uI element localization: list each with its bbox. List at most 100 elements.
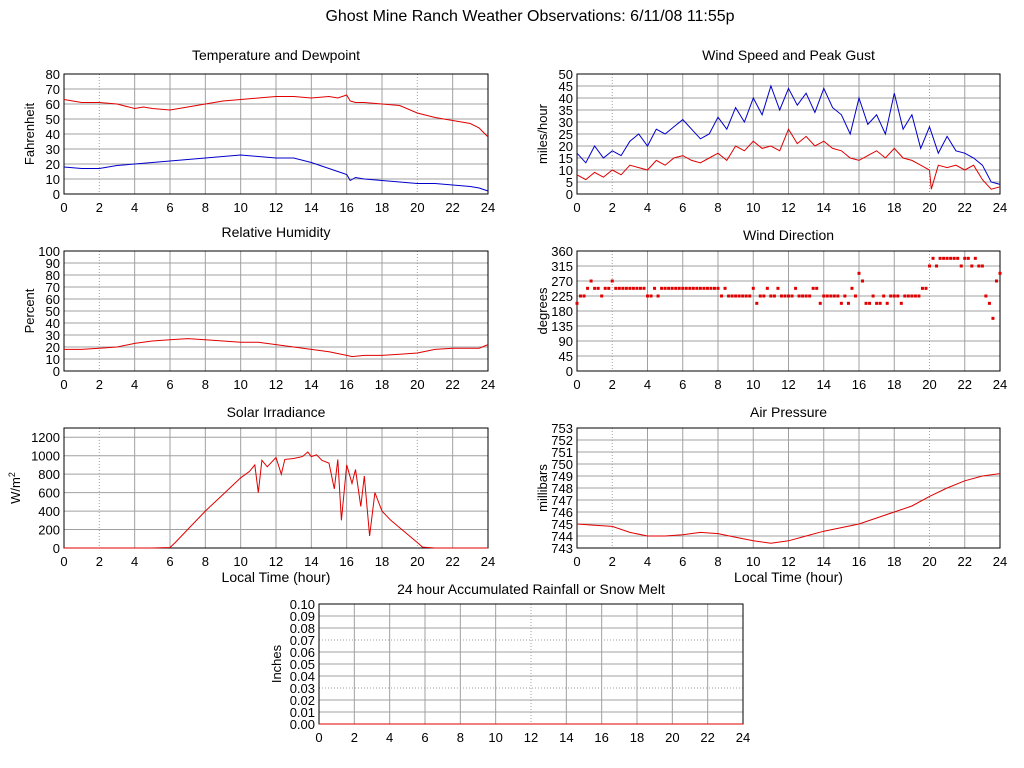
temp-ytick-label: 20 [46,157,60,172]
pressure-xtick-label: 22 [958,554,972,569]
rain-ytick-label: 0.00 [290,717,315,732]
solar-ytick-label: 800 [38,467,60,482]
temp-xtick-label: 2 [96,200,103,215]
winddir-point [966,256,970,260]
solar-xtick-label: 14 [304,554,318,569]
winddir-point [582,294,586,298]
winddir-point [811,286,815,290]
humidity-xtick-label: 8 [202,377,209,392]
rain-ytick-label: 0.04 [290,669,315,684]
winddir-point [797,294,801,298]
winddir-xtick-label: 24 [993,377,1007,392]
winddir-point [628,286,632,290]
winddir-point [646,294,649,298]
solar-chart: 0 2 4 6 8 10 12 14 16 18 20 22 240200400600800100012… [7,404,495,585]
solar-xtick-label: 0 [60,554,67,569]
winddir-point [843,294,847,298]
winddir-point [674,286,678,290]
wind-ytick-label: 0 [566,187,573,202]
wind-title: Wind Speed and Peak Gust [702,47,875,63]
humidity-xtick-label: 16 [339,377,353,392]
winddir-point [677,286,681,290]
pressure-xtick-label: 4 [644,554,651,569]
winddir-point [684,286,688,290]
humidity-ytick-label: 0 [53,364,60,379]
humidity-ytick-label: 40 [46,316,60,331]
winddir-point [920,286,924,290]
winddir-point [949,256,953,260]
winddir-point [977,264,981,268]
solar-xtick-label: 6 [166,554,173,569]
winddir-point [631,286,635,290]
winddir-point [772,294,776,298]
winddir-point [959,264,963,268]
humidity-ytick-label: 80 [46,268,60,283]
wind-ytick-label: 35 [559,103,573,118]
winddir-point [787,294,790,298]
rain-xtick-label: 14 [559,730,573,745]
winddir-point [829,294,833,298]
winddir-point [892,294,896,298]
rain-ytick-label: 0.07 [290,633,315,648]
winddir-xtick-label: 4 [644,377,651,392]
winddir-point [910,294,914,298]
solar-frame [63,427,489,549]
winddir-point [716,286,720,290]
temp-frame [63,73,489,195]
winddir-ytick-label: 270 [551,274,573,289]
winddir-point [720,294,724,298]
winddir-point [942,256,946,260]
winddir-point [790,294,794,298]
rain-xtick-label: 6 [421,730,428,745]
winddir-point [871,294,875,298]
temp-ytick-label: 10 [46,172,60,187]
rain-ytick-label: 0.06 [290,645,315,660]
winddir-point [638,286,642,290]
temp-xtick-label: 6 [166,200,173,215]
pressure-ytick-label: 743 [551,541,573,556]
temp-ytick-label: 80 [46,67,60,82]
rain-ytick-label: 0.08 [290,621,315,636]
winddir-point [667,286,671,290]
winddir-point [980,264,984,268]
winddir-point [744,294,748,298]
wind-ylabel: miles/hour [535,103,550,164]
pressure-xtick-label: 10 [746,554,760,569]
solar-title: Solar Irradiance [227,404,326,420]
winddir-ytick-label: 45 [559,349,573,364]
winddir-point [737,294,741,298]
wind-xtick-label: 24 [993,200,1007,215]
winddir-point [931,256,935,260]
rain-ytick-label: 0.09 [290,609,315,624]
winddir-point [705,286,709,290]
humidity-xtick-label: 4 [131,377,138,392]
winddir-point [758,294,762,298]
temp-ylabel: Fahrenheit [22,103,37,166]
winddir-point [885,301,889,305]
pressure-title: Air Pressure [750,404,827,420]
winddir-point [681,286,685,290]
winddir-ytick-label: 90 [559,334,573,349]
temp-series-line-1 [63,154,489,192]
winddir-point [917,294,921,298]
temp-xtick-label: 4 [131,200,138,215]
winddir-xtick-label: 6 [679,377,686,392]
rain-xtick-label: 2 [351,730,358,745]
wind-frame [576,73,1001,195]
wind-ytick-label: 45 [559,79,573,94]
winddir-xtick-label: 20 [922,377,936,392]
wind-ytick-label: 50 [559,67,573,82]
winddir-xtick-label: 10 [746,377,760,392]
winddir-point [670,286,674,290]
winddir-point [656,294,660,298]
solar-xtick-label: 20 [410,554,424,569]
wind-ytick-label: 15 [559,151,573,166]
winddir-point [748,294,752,298]
pressure-ytick-label: 753 [551,421,573,436]
winddir-point [769,294,773,298]
rain-ytick-label: 0.05 [290,657,315,672]
winddir-ylabel: degrees [535,287,550,334]
temp-xtick-label: 14 [304,200,318,215]
pressure-ytick-label: 751 [551,445,573,460]
wind-xtick-label: 8 [714,200,721,215]
